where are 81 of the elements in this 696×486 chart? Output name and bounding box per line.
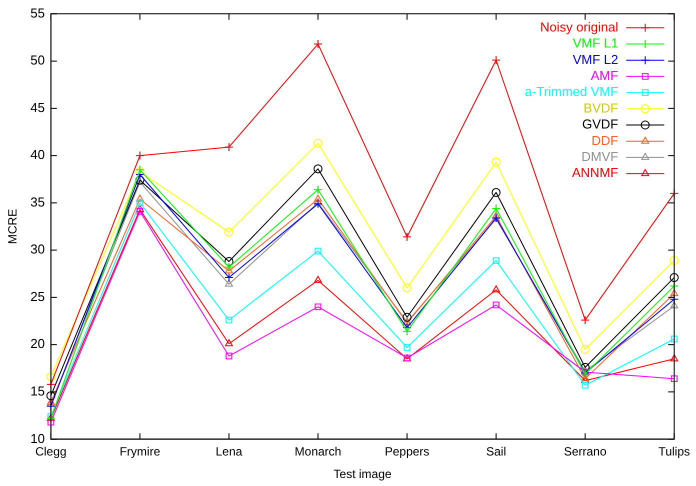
point (46, 391, 56, 400)
point (670, 301, 678, 308)
x-tick-label: Lena (216, 444, 243, 459)
point (492, 56, 501, 65)
legend-label: VMF L2 (572, 52, 618, 67)
y-tick-label: 40 (30, 147, 45, 162)
point (135, 151, 144, 160)
point (225, 339, 233, 346)
point (492, 212, 500, 219)
y-tick-label: 20 (30, 336, 45, 352)
point (492, 285, 500, 292)
point (314, 199, 323, 208)
point (402, 283, 412, 292)
point (224, 256, 234, 266)
point (48, 418, 54, 426)
point (670, 273, 679, 282)
legend-label: a-Trimmed VMF (524, 84, 618, 100)
point (580, 316, 590, 325)
legend-label: GVDF (582, 116, 618, 132)
point (314, 40, 323, 49)
y-tick-label: 55 (30, 5, 45, 20)
point (670, 289, 678, 296)
point (136, 200, 144, 206)
point (492, 188, 501, 197)
x-tick-label: Monarch (294, 444, 342, 459)
x-tick-label: Serrano (564, 444, 607, 459)
y-axis-title: MCRE (6, 208, 20, 244)
point (402, 312, 412, 322)
point (224, 273, 234, 282)
point (492, 158, 501, 167)
legend-label: BVDF (584, 100, 618, 116)
x-tick-label: Frymire (120, 444, 161, 459)
point (224, 262, 234, 272)
point (582, 382, 588, 389)
point (492, 257, 500, 264)
point (314, 185, 323, 194)
legend-label: VMF L1 (572, 36, 618, 51)
legend-label: DDF (592, 132, 618, 148)
legend-label: Noisy original (540, 19, 618, 34)
x-tick-label: Clegg (35, 444, 67, 459)
y-tick-label: 25 (30, 288, 45, 304)
x-tick-label: Sail (486, 444, 506, 459)
point (314, 304, 322, 310)
point (402, 232, 412, 242)
point (314, 276, 322, 283)
x-tick-label: Tulips (658, 444, 690, 459)
y-tick-label: 10 (30, 430, 45, 446)
point (226, 352, 232, 360)
point (492, 302, 500, 308)
point (404, 344, 410, 351)
y-tick-label: 35 (30, 194, 45, 210)
point (582, 368, 588, 376)
y-tick-label: 30 (30, 242, 45, 257)
point (670, 375, 678, 382)
legend-label: ANNMF (572, 165, 618, 180)
point (670, 354, 678, 362)
point (314, 194, 322, 202)
y-tick-label: 45 (30, 100, 45, 115)
point (136, 194, 144, 202)
point (580, 362, 590, 372)
point (580, 344, 590, 354)
point (402, 326, 412, 336)
point (492, 204, 501, 214)
legend-label: DMVF (581, 148, 618, 164)
point (226, 316, 232, 324)
y-tick-label: 15 (30, 384, 45, 399)
point (314, 248, 322, 254)
legend-label: AMF (590, 68, 618, 83)
point (314, 138, 323, 148)
point (46, 372, 56, 382)
point (670, 336, 678, 342)
point (224, 142, 234, 152)
x-tick-label: Peppers (384, 444, 430, 459)
point (46, 400, 55, 407)
point (136, 208, 144, 215)
point (225, 280, 233, 287)
point (670, 256, 679, 266)
point (314, 164, 323, 174)
y-tick-label: 50 (30, 52, 45, 68)
x-axis-title: Test image (334, 467, 392, 482)
point (224, 228, 234, 237)
